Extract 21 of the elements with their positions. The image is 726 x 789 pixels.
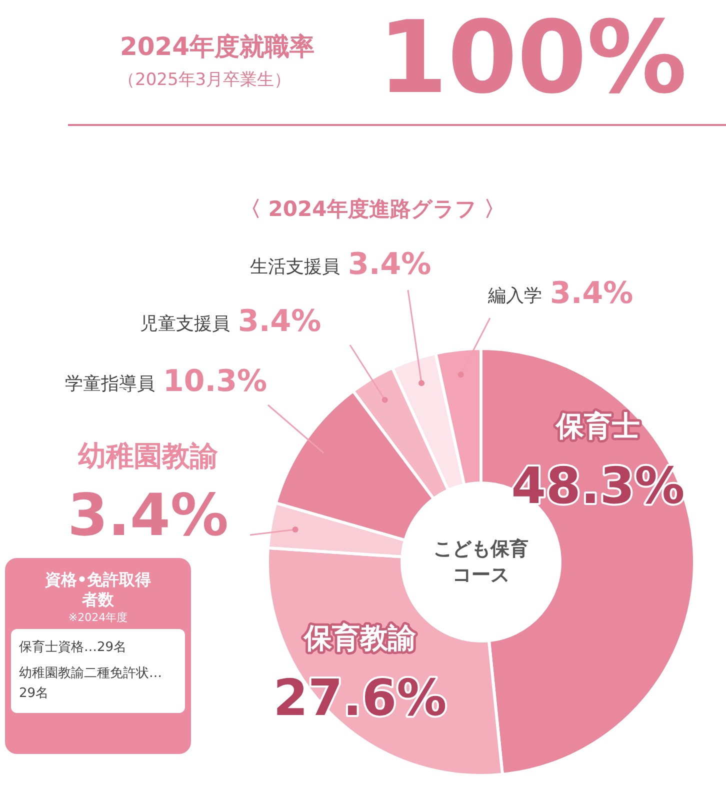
text: 幼稚園教諭二種免許状…29名 (19, 665, 163, 703)
text: 100% (378, 0, 687, 118)
data-label: 10.3% (163, 364, 268, 399)
text: 資格•免許取得者数 (44, 569, 152, 610)
slice-label: 生活支援員 (250, 256, 340, 278)
slice-label: 編入学 (487, 286, 542, 307)
data-label: 3.4% (238, 304, 322, 339)
data-label: 3.4% (348, 246, 432, 282)
text: 〈 2024年度進路グラフ 〉 (240, 196, 506, 223)
slice-label: 児童支援員 (140, 314, 230, 335)
slice-label: 保育教諭 (303, 621, 417, 654)
text: 保育士資格…29名 (19, 638, 128, 657)
slice-label: 学童指導員 (65, 374, 155, 395)
data-label: 3.4% (68, 481, 228, 550)
slice-label: 幼稚園教諭 (78, 439, 219, 472)
slice-label: 保育士 (555, 409, 640, 442)
text: ※2024年度 (67, 610, 129, 625)
chart-title: 2024年度就職率 (120, 31, 315, 63)
text: こども保育コース (432, 537, 530, 588)
data-label: 3.4% (550, 276, 634, 311)
chart-subtitle: （2025年3月卒業生） (118, 69, 292, 91)
